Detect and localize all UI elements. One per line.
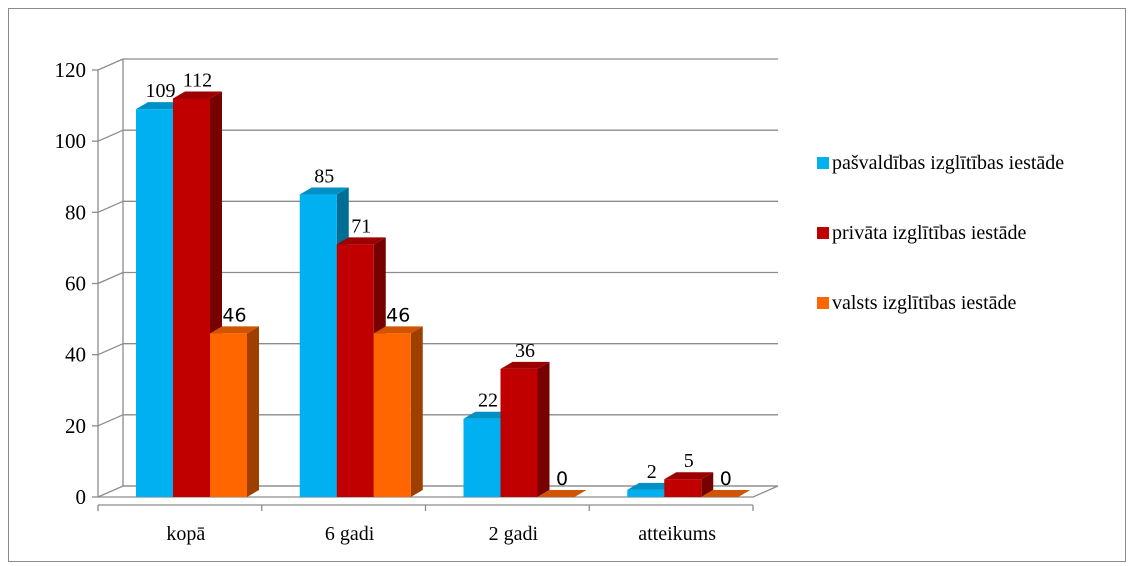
gridline-side bbox=[97, 129, 124, 142]
bar-top bbox=[336, 237, 386, 245]
gridline-side bbox=[97, 414, 124, 427]
bar bbox=[627, 489, 665, 497]
bar-side bbox=[537, 361, 550, 497]
data-label: 85 bbox=[314, 166, 334, 188]
bar bbox=[373, 333, 411, 497]
legend-label: pašvaldības izglītības iestāde bbox=[832, 152, 1065, 174]
y-tick-label: 40 bbox=[65, 343, 86, 367]
gridline-side bbox=[97, 200, 124, 213]
bar bbox=[136, 109, 173, 498]
bar bbox=[664, 479, 702, 497]
bar-top bbox=[500, 361, 550, 369]
data-label: 112 bbox=[183, 69, 212, 91]
y-tick-labels: 0 20 40 60 80 100 120 bbox=[55, 58, 87, 509]
y-tick-label: 80 bbox=[65, 200, 86, 224]
legend-swatch bbox=[817, 297, 829, 309]
bar-top bbox=[537, 490, 587, 497]
x-category-labels: kopā 6 gadi 2 gadi atteikums bbox=[166, 523, 716, 545]
data-label: 36 bbox=[515, 340, 535, 362]
legend-swatch bbox=[817, 157, 829, 169]
y-tick-label: 60 bbox=[65, 272, 86, 296]
data-labels: 109 112 46 85 71 46 22 36 0 2 5 0 bbox=[146, 69, 732, 490]
data-label: 46 bbox=[386, 304, 410, 326]
bar-top bbox=[627, 482, 677, 490]
legend-item-valsts: valsts izglītības iestāde bbox=[817, 290, 1102, 316]
bar-side bbox=[701, 472, 714, 497]
bar bbox=[173, 98, 210, 497]
data-label: 0 bbox=[720, 468, 732, 490]
bar-top bbox=[664, 472, 714, 480]
data-label: 46 bbox=[222, 304, 246, 326]
bar-side bbox=[247, 326, 259, 497]
data-label: 2 bbox=[647, 461, 657, 483]
legend-item-pasvaldibas: pašvaldības izglītības iestāde bbox=[817, 150, 1102, 176]
legend-item-privata: privāta izglītības iestāde bbox=[817, 220, 1102, 246]
bar-top bbox=[299, 187, 349, 195]
bar-side bbox=[410, 326, 423, 497]
x-category-label: 2 gadi bbox=[489, 523, 539, 545]
bar-top bbox=[373, 326, 423, 334]
bar bbox=[210, 333, 247, 497]
data-label: 71 bbox=[351, 215, 371, 237]
bar-top bbox=[136, 102, 185, 110]
gridline-side bbox=[97, 343, 124, 356]
bar-top bbox=[701, 490, 751, 497]
legend-swatch bbox=[817, 227, 829, 239]
y-tick-label: 0 bbox=[76, 485, 87, 509]
y-tick-label: 120 bbox=[55, 58, 87, 82]
bars bbox=[136, 91, 751, 498]
data-label: 109 bbox=[146, 80, 176, 102]
gridline-side bbox=[97, 271, 124, 285]
y-tick-label: 20 bbox=[65, 414, 86, 438]
gridline-side bbox=[97, 58, 124, 71]
bar bbox=[463, 418, 501, 497]
x-category-label: atteikums bbox=[638, 523, 716, 545]
y-tick-label: 100 bbox=[55, 129, 87, 153]
legend-label: valsts izglītības iestāde bbox=[832, 292, 1017, 314]
legend-label: privāta izglītības iestāde bbox=[832, 222, 1027, 244]
data-label: 5 bbox=[684, 450, 694, 472]
data-label: 0 bbox=[556, 468, 568, 490]
bar bbox=[336, 244, 374, 497]
bar bbox=[500, 368, 538, 497]
bar-top bbox=[463, 411, 513, 419]
x-category-label: 6 gadi bbox=[325, 523, 375, 545]
bar-top bbox=[210, 326, 259, 334]
bar bbox=[299, 194, 337, 497]
x-category-label: kopā bbox=[166, 523, 205, 545]
bar-top bbox=[173, 91, 222, 99]
data-label: 22 bbox=[478, 390, 498, 412]
